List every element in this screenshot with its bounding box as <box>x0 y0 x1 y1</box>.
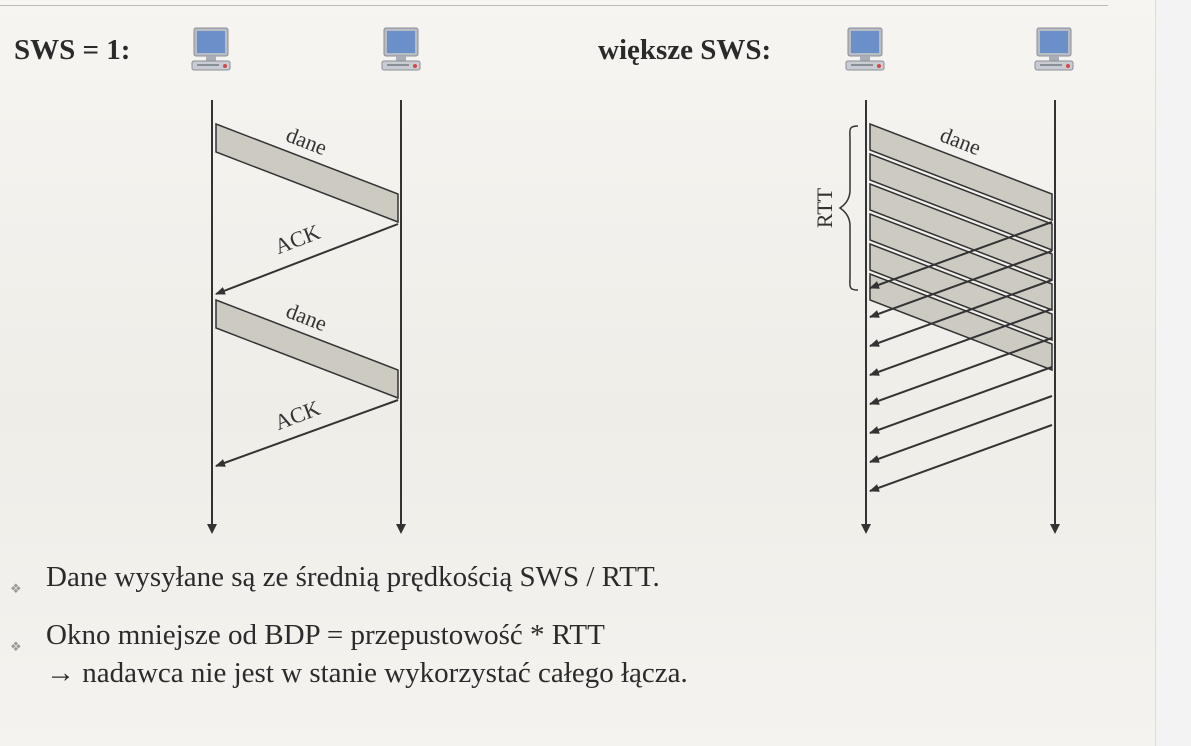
rtt-label: RTT <box>812 187 837 228</box>
data-band <box>215 298 399 400</box>
ack-arrow <box>869 424 1053 492</box>
bullet-text: → nadawca nie jest w stanie wykorzystać … <box>46 657 688 689</box>
computer-icon <box>845 27 885 71</box>
ack-arrow <box>215 223 399 295</box>
right-diagram: dane RTT <box>812 100 1060 534</box>
ack-arrow <box>869 221 1053 289</box>
computer-icon <box>1034 27 1074 71</box>
top-rule <box>0 5 1108 6</box>
data-band <box>869 272 1053 372</box>
ack-label: ACK <box>271 219 323 259</box>
sender-timeline-arrowhead <box>861 524 871 534</box>
ack-arrow <box>869 366 1053 434</box>
computer-icon <box>191 27 231 71</box>
ack-arrows <box>869 221 1053 492</box>
diamond-bullet-icon: ❖ <box>10 581 22 596</box>
data-band <box>215 122 399 224</box>
ack-arrow <box>869 337 1053 405</box>
slide: SWS = 1: większe SWS: <box>0 0 1155 746</box>
computer-icon <box>381 27 421 71</box>
ack-arrow <box>869 279 1053 347</box>
bullet-text: Okno mniejsze od BDP = przepustowość * R… <box>46 619 605 651</box>
ack-arrow <box>869 308 1053 376</box>
bullet-text: Dane wysyłane są ze średnią prędkością S… <box>46 561 660 593</box>
left-diagram: dane ACK dane ACK <box>207 100 406 534</box>
bullet-list: ❖ Dane wysyłane są ze średnią prędkością… <box>10 558 1130 692</box>
sender-timeline-arrowhead <box>207 524 217 534</box>
rtt-brace <box>838 125 859 291</box>
data-band <box>869 152 1053 252</box>
ack-arrow <box>869 395 1053 463</box>
data-band <box>869 242 1053 342</box>
diamond-bullet-icon: ❖ <box>10 639 22 654</box>
ack-arrow <box>215 399 399 467</box>
title-sws-1: SWS = 1: <box>14 34 131 66</box>
data-bands <box>869 122 1053 372</box>
data-band <box>869 122 1053 222</box>
sequence-diagrams: dane ACK dane ACK dane RTT <box>207 100 1060 534</box>
bullet-item: ❖ Okno mniejsze od BDP = przepustowość *… <box>10 616 1130 692</box>
receiver-timeline-arrowhead <box>1050 524 1060 534</box>
receiver-timeline-arrowhead <box>396 524 406 534</box>
page-margin <box>1155 0 1191 746</box>
title-larger-sws: większe SWS: <box>598 34 772 66</box>
ack-arrow <box>869 250 1053 318</box>
bullet-item: ❖ Dane wysyłane są ze średnią prędkością… <box>10 558 1130 596</box>
